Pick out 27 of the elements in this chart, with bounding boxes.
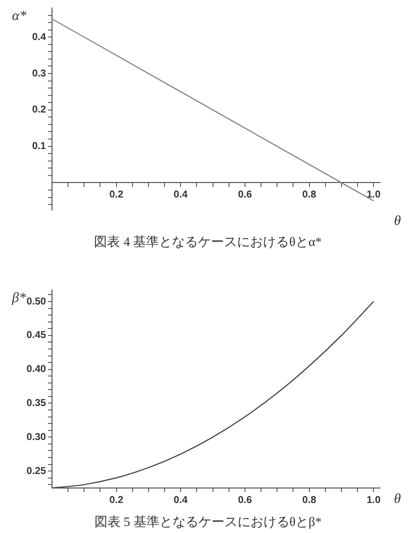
y-tick-label: 0.3 xyxy=(32,68,46,80)
y-tick-label: 0.30 xyxy=(26,432,46,443)
x-tick-label: 0.8 xyxy=(302,494,317,506)
x-tick-label: 1.0 xyxy=(366,189,381,200)
y-axis-title: α* xyxy=(12,9,26,24)
x-tick-label: 0.2 xyxy=(109,189,124,200)
y-tick-label: 0.40 xyxy=(26,364,46,376)
y-tick-label: 0.35 xyxy=(26,398,46,409)
y-tick-label: 0.50 xyxy=(26,296,46,308)
y-tick-label: 0.45 xyxy=(26,330,46,342)
y-tick-label: 0.25 xyxy=(26,466,46,477)
x-tick-label: 0.6 xyxy=(238,494,252,506)
y-tick-label: 0.2 xyxy=(32,104,46,116)
x-tick-label: 0.2 xyxy=(109,494,124,506)
x-axis-title: θ xyxy=(394,214,401,229)
x-tick-label: 0.6 xyxy=(238,189,252,200)
x-axis-title: θ xyxy=(394,492,401,507)
x-tick-label: 1.0 xyxy=(366,494,381,506)
x-tick-label: 0.4 xyxy=(174,494,188,506)
line-series xyxy=(52,300,374,488)
x-tick-label: 0.4 xyxy=(174,189,188,200)
text: 図表 4 基準となるケースにおけるθとα* xyxy=(93,234,323,250)
y-tick-label: 0.1 xyxy=(32,141,46,152)
text: 図表 5 基準となるケースにおけるθとβ* xyxy=(93,514,323,530)
y-tick-label: 0.4 xyxy=(32,32,46,43)
y-axis-title: β* xyxy=(11,291,26,306)
x-tick-label: 0.8 xyxy=(302,189,317,200)
